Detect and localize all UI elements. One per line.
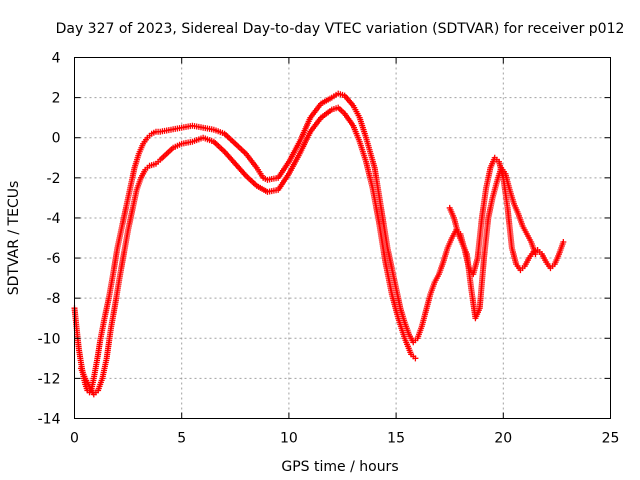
y-tick-labels: -14 -12 -10 -8 -6 -4 -2 0 2 4	[38, 51, 61, 428]
x-axis-label: GPS time / hours	[281, 459, 398, 475]
y-tick-label: -8	[47, 291, 61, 307]
data-point	[560, 239, 567, 246]
data-points	[71, 90, 567, 398]
plot-area	[74, 57, 611, 419]
axis-ticks	[74, 57, 611, 419]
y-tick-label: -4	[47, 211, 61, 227]
x-tick-label: 0	[70, 431, 79, 447]
chart-title: Day 327 of 2023, Sidereal Day-to-day VTE…	[56, 21, 625, 37]
y-tick-label: 2	[52, 91, 61, 107]
x-tick-label: 5	[177, 431, 186, 447]
y-tick-label: -14	[38, 412, 61, 428]
y-tick-label: 0	[52, 131, 61, 147]
y-tick-label: -2	[47, 171, 61, 187]
x-tick-labels: 0 5 10 15 20 25	[70, 431, 619, 447]
y-tick-label: -6	[47, 251, 61, 267]
x-tick-label: 25	[602, 431, 620, 447]
y-tick-label: -10	[38, 331, 61, 347]
x-tick-label: 10	[280, 431, 298, 447]
x-tick-label: 20	[494, 431, 512, 447]
y-tick-label: -12	[38, 371, 61, 387]
data-point	[412, 355, 419, 362]
y-axis-label: SDTVAR / TECUs	[6, 181, 22, 296]
data-point	[532, 251, 539, 258]
x-tick-label: 15	[387, 431, 405, 447]
y-tick-label: 4	[52, 51, 61, 67]
